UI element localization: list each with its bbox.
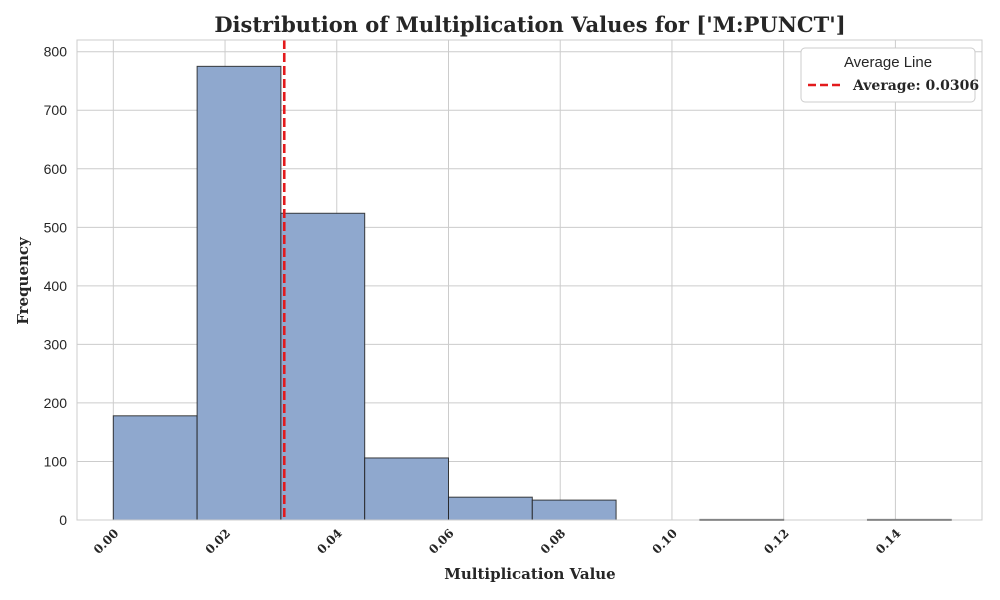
chart-title: Distribution of Multiplication Values fo…	[214, 12, 845, 37]
legend-box	[800, 47, 976, 103]
y-tick-label: 400	[44, 278, 68, 294]
histogram-bars	[112, 65, 952, 521]
y-axis-label: Frequency	[14, 236, 32, 325]
histogram-bar	[531, 499, 617, 521]
legend-title: Average Line	[844, 54, 932, 71]
y-tick-label: 800	[44, 44, 68, 60]
histogram-bar	[447, 496, 533, 521]
y-tick-label: 600	[44, 161, 68, 177]
histogram-bar	[280, 212, 366, 521]
histogram-bar	[364, 457, 449, 521]
histogram-bar	[196, 65, 282, 521]
y-tick-labels: 0 100 200 300 400 500 600 700 800	[44, 44, 68, 528]
x-axis-label: Multiplication Value	[444, 565, 615, 583]
y-tick-label: 200	[44, 395, 68, 411]
y-tick-label: 0	[59, 512, 67, 528]
y-tick-label: 300	[44, 336, 68, 352]
plot-frame	[76, 39, 983, 521]
y-tick-label: 500	[44, 219, 68, 235]
histogram-bar	[112, 415, 198, 521]
legend-average-label: Average: 0.0306	[852, 78, 979, 94]
y-tick-label: 700	[44, 102, 68, 118]
legend: Average Line Average: 0.0306	[800, 47, 979, 103]
y-tick-label: 100	[44, 453, 68, 469]
